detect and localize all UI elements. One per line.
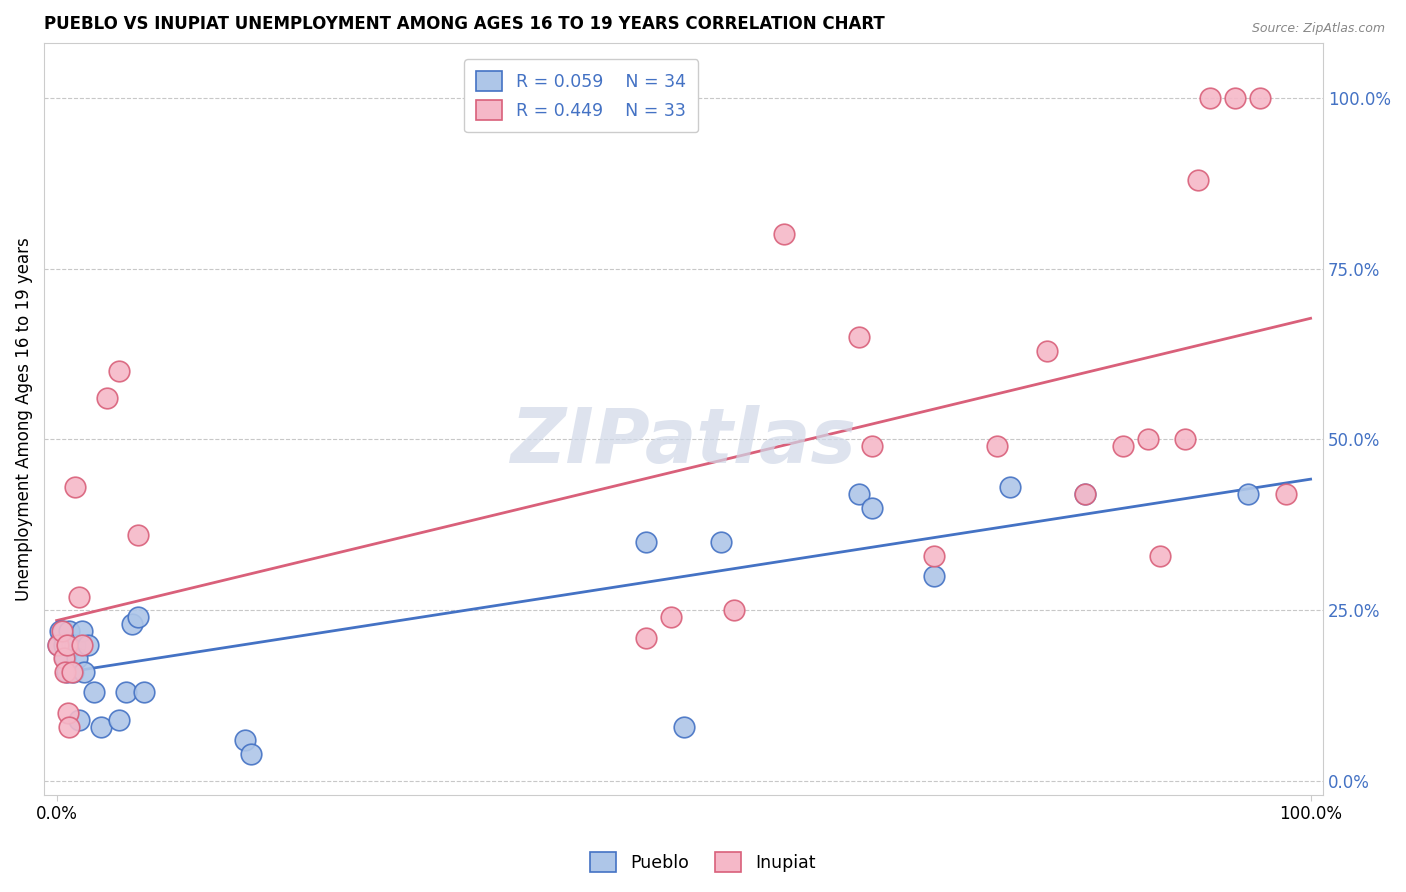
Text: ZIPatlas: ZIPatlas bbox=[510, 405, 856, 478]
Point bbox=[96, 392, 118, 406]
Point bbox=[53, 638, 76, 652]
Point bbox=[127, 528, 149, 542]
Point bbox=[1111, 439, 1133, 453]
Point bbox=[134, 685, 156, 699]
Point bbox=[659, 610, 682, 624]
Point bbox=[49, 624, 72, 638]
Point bbox=[1174, 433, 1197, 447]
Point bbox=[73, 665, 96, 679]
Point bbox=[90, 720, 112, 734]
Point bbox=[67, 713, 90, 727]
Point bbox=[65, 638, 87, 652]
Point bbox=[77, 638, 100, 652]
Point bbox=[46, 638, 69, 652]
Point bbox=[924, 549, 946, 563]
Point bbox=[1274, 487, 1296, 501]
Point bbox=[60, 638, 83, 652]
Point bbox=[1199, 90, 1222, 104]
Point bbox=[108, 364, 131, 378]
Y-axis label: Unemployment Among Ages 16 to 19 years: Unemployment Among Ages 16 to 19 years bbox=[15, 237, 32, 601]
Legend: Pueblo, Inupiat: Pueblo, Inupiat bbox=[583, 845, 823, 879]
Point bbox=[1187, 172, 1209, 186]
Point bbox=[1074, 487, 1097, 501]
Text: Source: ZipAtlas.com: Source: ZipAtlas.com bbox=[1251, 22, 1385, 36]
Point bbox=[51, 624, 73, 638]
Point bbox=[55, 638, 77, 652]
Point bbox=[1225, 90, 1247, 104]
Point bbox=[56, 706, 79, 720]
Point bbox=[46, 638, 69, 652]
Point bbox=[55, 665, 77, 679]
Point bbox=[240, 747, 263, 761]
Point bbox=[1249, 90, 1271, 104]
Point bbox=[233, 733, 256, 747]
Point bbox=[710, 535, 733, 549]
Point bbox=[848, 330, 870, 344]
Point bbox=[60, 665, 83, 679]
Point bbox=[55, 665, 77, 679]
Point bbox=[1136, 433, 1159, 447]
Point bbox=[860, 500, 883, 515]
Point bbox=[848, 487, 870, 501]
Text: PUEBLO VS INUPIAT UNEMPLOYMENT AMONG AGES 16 TO 19 YEARS CORRELATION CHART: PUEBLO VS INUPIAT UNEMPLOYMENT AMONG AGE… bbox=[44, 15, 884, 33]
Point bbox=[986, 439, 1008, 453]
Point bbox=[62, 665, 84, 679]
Legend: R = 0.059    N = 34, R = 0.449    N = 33: R = 0.059 N = 34, R = 0.449 N = 33 bbox=[464, 59, 699, 132]
Point bbox=[634, 631, 657, 645]
Point bbox=[108, 713, 131, 727]
Point bbox=[56, 638, 79, 652]
Point bbox=[773, 227, 796, 242]
Point bbox=[53, 651, 76, 665]
Point bbox=[1149, 549, 1171, 563]
Point bbox=[114, 685, 136, 699]
Point bbox=[672, 720, 695, 734]
Point bbox=[1036, 343, 1059, 358]
Point bbox=[1074, 487, 1097, 501]
Point bbox=[70, 624, 93, 638]
Point bbox=[83, 685, 105, 699]
Point bbox=[55, 651, 77, 665]
Point bbox=[65, 480, 87, 494]
Point bbox=[924, 569, 946, 583]
Point bbox=[66, 651, 89, 665]
Point bbox=[1237, 487, 1260, 501]
Point bbox=[860, 439, 883, 453]
Point bbox=[58, 720, 80, 734]
Point bbox=[127, 610, 149, 624]
Point bbox=[52, 624, 75, 638]
Point bbox=[70, 638, 93, 652]
Point bbox=[58, 624, 80, 638]
Point bbox=[121, 617, 143, 632]
Point bbox=[998, 480, 1021, 494]
Point bbox=[634, 535, 657, 549]
Point bbox=[67, 590, 90, 604]
Point bbox=[723, 603, 745, 617]
